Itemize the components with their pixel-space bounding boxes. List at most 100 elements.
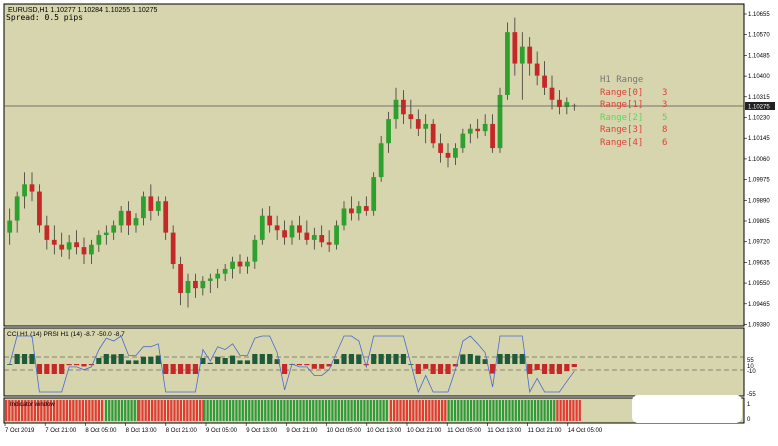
cci-bar: [111, 354, 117, 364]
price-axis-label: 1.09635: [748, 260, 770, 266]
trend-stripe: [575, 400, 578, 421]
candle-body: [393, 99, 399, 120]
trend-stripe: [183, 400, 186, 421]
candle-body: [185, 280, 191, 294]
candle-body: [200, 280, 206, 289]
trend-stripe: [160, 400, 163, 421]
time-axis-label: 9 Oct 21:00: [286, 428, 318, 434]
trend-stripe: [402, 400, 405, 421]
cci-axis-55: 55: [747, 358, 754, 364]
candle-body: [274, 225, 280, 231]
cci-bar: [437, 364, 444, 374]
range-row-1-value: 3: [662, 100, 667, 110]
price-axis-label: 1.10570: [748, 33, 770, 39]
candle-body: [267, 215, 273, 226]
trend-stripe: [379, 400, 382, 421]
candle-body: [215, 273, 221, 279]
candle-body: [7, 220, 13, 233]
trend-stripe: [460, 400, 463, 421]
trend-stripe: [562, 400, 565, 421]
trend-stripe: [46, 400, 49, 421]
cci-bar: [564, 364, 570, 372]
trend-stripe: [492, 400, 495, 421]
candle-body: [423, 123, 429, 129]
cci-bar: [378, 354, 384, 364]
cci-bar: [348, 354, 355, 364]
candle-body: [74, 242, 79, 248]
cci-bar: [125, 360, 132, 364]
candle-body: [170, 232, 176, 265]
trend-stripe: [24, 400, 27, 421]
trend-stripe: [530, 400, 533, 421]
main-chart-window[interactable]: [3, 3, 745, 327]
trend-stripe: [173, 400, 176, 421]
trend-stripe: [101, 400, 104, 421]
cci-bar: [319, 364, 325, 369]
trend-stripe: [447, 400, 450, 421]
trend-stripe: [195, 400, 198, 421]
trend-stripe: [578, 400, 581, 421]
candle-body: [371, 177, 377, 211]
trend-stripe: [453, 400, 457, 421]
time-axis-label: 9 Oct 05:00: [206, 428, 238, 434]
cci-bar: [88, 364, 95, 366]
trend-stripe: [251, 400, 254, 421]
cci-bar: [96, 358, 102, 364]
candle-body: [51, 239, 57, 245]
cci-bar: [177, 364, 184, 374]
time-axis-label: 8 Oct 05:00: [85, 428, 117, 434]
trend-stripe: [479, 400, 482, 421]
cci-bar: [400, 354, 407, 364]
candle-body: [66, 242, 72, 250]
trend-stripe: [286, 400, 289, 421]
trend-stripe: [299, 400, 302, 421]
range-row-0-label: Range[0]: [600, 88, 643, 98]
candle-body: [497, 94, 503, 149]
cci-bar: [333, 359, 340, 364]
trend-stripe: [363, 400, 366, 421]
candle-body: [252, 239, 258, 262]
range-panel: H1 Range Range[0] 3 Range[1] 3 Range[2] …: [600, 75, 667, 148]
cci-bar: [304, 364, 310, 366]
trend-stripe: [75, 400, 78, 421]
trend-stripe: [476, 400, 479, 421]
candle-body: [505, 32, 510, 95]
price-axis-label: 1.10315: [748, 95, 770, 101]
candle-body: [14, 196, 20, 221]
candle-body: [564, 102, 570, 108]
candle-body: [401, 99, 406, 115]
trend-stripe: [421, 400, 424, 421]
trend-stripe: [312, 400, 315, 421]
cci-bar: [66, 364, 72, 366]
cci-bar: [512, 354, 518, 364]
trend-stripe: [347, 400, 350, 421]
cci-bar: [534, 364, 540, 370]
cci-bar: [81, 364, 87, 367]
time-axis-label: 10 Oct 21:00: [407, 428, 442, 434]
cci-axis-10: 10: [747, 364, 754, 370]
trend-stripe: [85, 400, 88, 421]
trend-stripe: [189, 400, 192, 421]
candle-body: [408, 114, 414, 120]
time-axis-label: 7 Oct 21:00: [45, 428, 77, 434]
trend-stripe: [328, 400, 331, 421]
trend-stripe: [62, 400, 65, 421]
trend-stripe: [556, 400, 559, 421]
trend-stripe: [163, 400, 166, 421]
trend-stripe: [511, 400, 514, 421]
trend-stripe: [428, 400, 431, 421]
cci-bar: [393, 354, 399, 364]
trend-stripe: [324, 400, 328, 421]
trend-stripe: [136, 400, 140, 421]
trend-stripe: [508, 400, 511, 421]
trend-stripe: [228, 400, 232, 421]
time-axis-label: 8 Oct 13:00: [126, 428, 158, 434]
candle-body: [363, 206, 369, 211]
candle-body: [527, 46, 533, 64]
cci-bar: [192, 364, 199, 374]
trend-stripe: [457, 400, 460, 421]
trend-stripe: [565, 400, 569, 421]
trend-stripe: [133, 400, 136, 421]
cci-bar: [504, 354, 511, 364]
